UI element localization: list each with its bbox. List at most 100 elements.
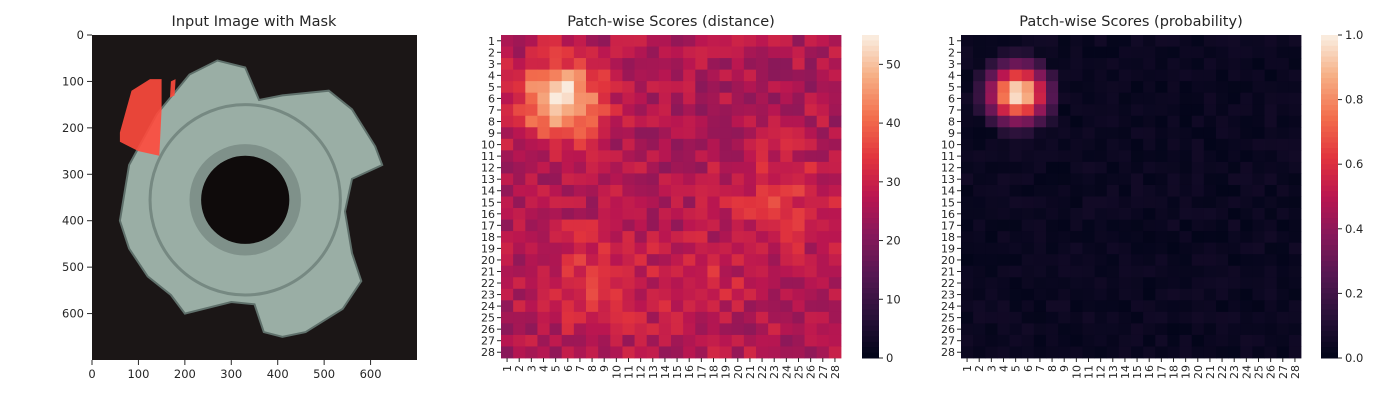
- col-tick-label-19: 19: [1180, 365, 1193, 379]
- heatmap-cell-r27-c16: [1143, 334, 1156, 347]
- colorbar-segment-38: [862, 239, 879, 246]
- heatmap-cell-r1-c11: [622, 35, 635, 47]
- heatmap-cell-r14-c20: [731, 184, 745, 197]
- heatmap-cell-r25-c21: [743, 311, 757, 324]
- heatmap-cell-r27-c11: [1082, 334, 1095, 347]
- heatmap-cell-r13-c6: [561, 173, 575, 186]
- heatmap-cell-r25-c17: [695, 311, 708, 324]
- heatmap-cell-r11-c3: [525, 150, 538, 163]
- colorbar-segment-25: [1321, 169, 1338, 176]
- heatmap-cell-r8-c4: [537, 115, 550, 128]
- heatmap-cell-r5-c17: [695, 81, 708, 94]
- heatmap-cell-r15-c13: [646, 196, 660, 209]
- heatmap-cell-r23-c3: [985, 288, 998, 301]
- heatmap-cell-r9-c14: [1118, 127, 1132, 140]
- row-tick-label-8: 8: [948, 116, 955, 129]
- heatmap-cell-r4-c23: [1228, 69, 1241, 82]
- heatmap-cell-r20-c1: [501, 254, 514, 267]
- heatmap-cell-r7-c22: [1216, 104, 1229, 117]
- heatmap-cell-r7-c6: [1021, 104, 1035, 117]
- heatmap-cell-r11-c1: [501, 150, 514, 163]
- col-tick-label-10: 10: [610, 365, 623, 379]
- heatmap-cell-r22-c13: [1106, 277, 1120, 290]
- heatmap-cell-r20-c6: [1021, 254, 1035, 267]
- heatmap-cell-r20-c27: [816, 254, 830, 267]
- heatmap-cell-r13-c21: [1203, 173, 1217, 186]
- heatmap-cell-r17-c21: [743, 219, 757, 232]
- heatmap-cell-r28-c10: [610, 346, 623, 359]
- row-tick-label-27: 27: [941, 335, 955, 348]
- heatmap-cell-r21-c3: [525, 265, 538, 278]
- heatmap-cell-r9-c9: [598, 127, 611, 140]
- col-tick-label-9: 9: [1058, 365, 1071, 372]
- heatmap-cell-r28-c9: [1058, 346, 1071, 359]
- heatmap-cell-r21-c10: [1070, 265, 1083, 278]
- heatmap-cell-r2-c4: [997, 46, 1010, 59]
- heatmap-cell-r18-c19: [719, 231, 733, 244]
- heatmap-cell-r12-c7: [1033, 161, 1047, 174]
- heatmap-cell-r23-c21: [1203, 288, 1217, 301]
- heatmap-cell-r9-c16: [1143, 127, 1156, 140]
- heatmap-cell-r18-c25: [1252, 231, 1265, 244]
- colorbar-segment-19: [862, 137, 879, 144]
- heatmap-cell-r26-c23: [1228, 323, 1241, 336]
- heatmap-cell-r26-c20: [731, 323, 745, 336]
- heatmap-cell-r2-c19: [719, 46, 733, 59]
- heatmap-cell-r19-c5: [549, 242, 563, 255]
- heatmap-cell-r22-c16: [1143, 277, 1156, 290]
- heatmap-cell-r21-c22: [756, 265, 769, 278]
- heatmap-cell-r16-c13: [1106, 208, 1120, 220]
- heatmap-cell-r11-c27: [816, 150, 830, 163]
- heatmap-cell-r21-c28: [828, 265, 842, 278]
- heatmap-cell-r27-c22: [1216, 334, 1229, 347]
- heatmap-cell-r15-c6: [1021, 196, 1035, 209]
- heatmap-cell-r27-c25: [792, 334, 805, 347]
- heatmap-cell-r14-c11: [622, 184, 635, 197]
- heatmap-cell-r6-c9: [1058, 92, 1071, 105]
- heatmap-cell-r21-c15: [671, 265, 684, 278]
- heatmap-cell-r1-c27: [816, 35, 830, 47]
- heatmap-cell-r6-c7: [1033, 92, 1047, 105]
- heatmap-cell-r19-c8: [586, 242, 599, 255]
- col-tick-label-23: 23: [768, 365, 781, 379]
- row-tick-label-26: 26: [941, 323, 955, 336]
- heatmap-cell-r20-c20: [1191, 254, 1205, 267]
- heatmap-cell-r17-c2: [513, 219, 526, 232]
- heatmap-cell-r14-c9: [1058, 184, 1071, 197]
- heatmap-cell-r3-c12: [1094, 58, 1108, 71]
- heatmap-cell-r3-c19: [719, 58, 733, 71]
- heatmap-cell-r18-c23: [1228, 231, 1241, 244]
- heatmap-cell-r2-c21: [743, 46, 757, 59]
- heatmap-cell-r15-c24: [780, 196, 793, 209]
- heatmap-cell-r7-c1: [501, 104, 514, 117]
- heatmap-cell-r11-c21: [1203, 150, 1217, 163]
- heatmap-cell-r8-c19: [1179, 115, 1193, 128]
- colorbar-segment-8: [1321, 78, 1338, 84]
- heatmap-cell-r2-c23: [1228, 46, 1241, 59]
- heatmap-cell-r10-c11: [622, 138, 635, 151]
- heatmap-cell-r25-c2: [973, 311, 986, 324]
- colorbar-segment-11: [862, 94, 879, 101]
- heatmap-cell-r5-c19: [719, 81, 733, 94]
- heatmap-cell-r16-c12: [634, 208, 648, 220]
- heatmap-cell-r13-c23: [768, 173, 781, 186]
- heatmap-cell-r10-c3: [525, 138, 538, 151]
- heatmap-cell-r21-c24: [1240, 265, 1253, 278]
- heatmap-cell-r2-c16: [1143, 46, 1156, 59]
- heatmap-cell-r5-c7: [1033, 81, 1047, 94]
- y-tick-label-5: 500: [62, 260, 84, 274]
- heatmap-cell-r24-c13: [646, 300, 660, 313]
- heatmap-cell-r11-c8: [1046, 150, 1059, 163]
- heatmap-cell-r20-c1: [961, 254, 974, 267]
- heatmap-cell-r13-c1: [961, 173, 974, 186]
- heatmap-cell-r6-c22: [1216, 92, 1229, 105]
- heatmap-cell-r13-c20: [731, 173, 745, 186]
- heatmap-cell-r2-c4: [537, 46, 550, 59]
- heatmap-cell-r17-c6: [1021, 219, 1035, 232]
- heatmap-cell-r11-c15: [671, 150, 684, 163]
- heatmap-cell-r6-c27: [816, 92, 830, 105]
- heatmap-cell-r8-c3: [525, 115, 538, 128]
- heatmap-cell-r6-c20: [731, 92, 745, 105]
- heatmap-cell-r26-c9: [1058, 323, 1071, 336]
- colorbar-segment-30: [1321, 196, 1338, 203]
